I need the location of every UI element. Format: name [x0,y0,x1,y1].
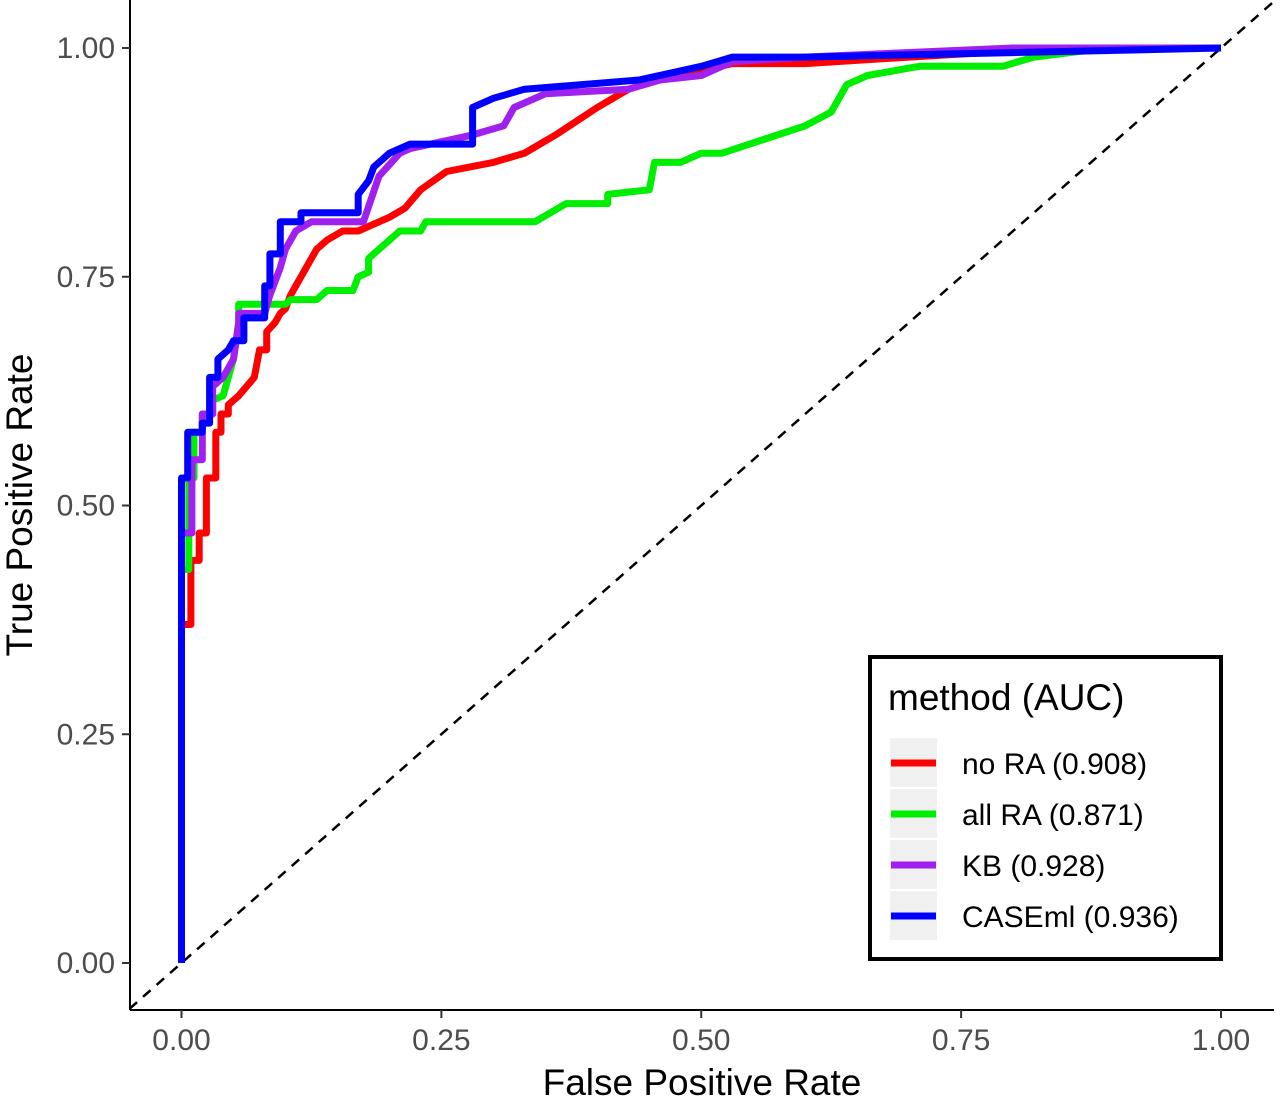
legend-items: no RA (0.908) all RA (0.871) KB (0.928) CAS… [890,738,1179,940]
x-tick-label: 0.50 [672,1024,730,1057]
legend-label: no RA (0.908) [962,748,1147,781]
series-line-3 [178,44,1222,963]
y-axis-title: True Positive Rate [0,354,40,657]
x-tick-label: 1.00 [1192,1024,1250,1057]
x-axis-title: False Positive Rate [543,1062,862,1101]
y-tick-label: 0.25 [57,718,115,751]
legend-title: method (AUC) [888,677,1124,718]
y-tick-label: 0.50 [57,490,115,523]
series-line-2 [178,44,1221,963]
y-axis-ticks: 0.00 0.25 0.50 0.75 1.00 [57,32,130,980]
x-axis-ticks: 0.00 0.25 0.50 0.75 1.00 [152,1010,1250,1057]
y-tick-label: 0.75 [57,261,115,294]
legend: method (AUC) no RA (0.908) all RA (0.871)… [868,655,1223,961]
x-tick-label: 0.25 [412,1024,470,1057]
legend-label: KB (0.928) [962,850,1105,883]
y-tick-label: 0.00 [57,947,115,980]
reference-diagonal-line [128,1,1274,1010]
reference-diagonal-layer [128,1,1274,1010]
x-tick-label: 0.75 [932,1024,990,1057]
y-tick-label: 1.00 [57,32,115,65]
x-tick-label: 0.00 [152,1024,210,1057]
legend-label: all RA (0.871) [962,799,1144,832]
series-layer [178,44,1222,963]
legend-label: CASEml (0.936) [962,901,1179,934]
